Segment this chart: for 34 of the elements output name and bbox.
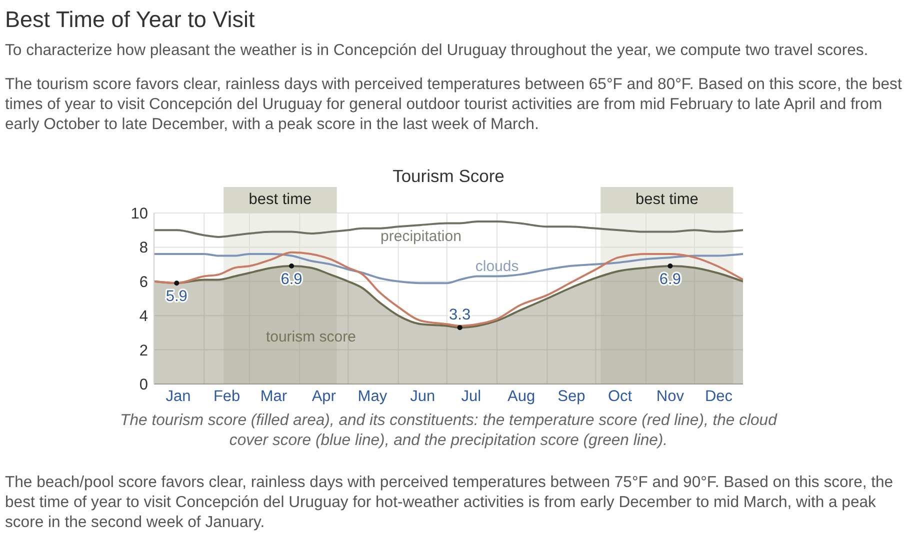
x-tick-label: Jul — [461, 388, 482, 406]
x-tick-label: Jun — [410, 388, 436, 406]
text: Best Time of Year to Visit — [5, 6, 256, 34]
y-tick-label: 4 — [139, 308, 148, 326]
band-label: best time — [248, 191, 312, 208]
y-tick-label: 2 — [139, 342, 148, 360]
x-tick-label: Sep — [558, 388, 586, 406]
x-tick-label: Oct — [608, 388, 633, 406]
text: To characterize how pleasant the weather is in Concepción del Uruguay throughout the year, we compute two travel scores. — [5, 41, 870, 61]
series-label: clouds — [475, 258, 519, 276]
annotation: 6.9 — [280, 271, 302, 288]
x-tick-label: Dec — [704, 388, 733, 406]
x-tick-label: Feb — [213, 388, 240, 406]
x-tick-label: Jan — [166, 388, 191, 406]
x-tick-label: May — [358, 388, 388, 406]
band-label: best time — [636, 191, 698, 208]
x-tick-label: Aug — [508, 388, 536, 406]
annotation: 6.9 — [659, 271, 681, 288]
x-tick-label: Mar — [260, 388, 288, 406]
annotation: 5.9 — [166, 288, 188, 306]
line-series — [154, 253, 743, 284]
y-tick-label: 10 — [130, 206, 148, 223]
series-label: precipitation — [380, 228, 462, 245]
annotation: 3.3 — [449, 306, 471, 324]
x-tick-label: Apr — [312, 388, 336, 406]
x-tick-label: Nov — [656, 388, 684, 406]
chart-title: Tourism Score — [392, 165, 506, 187]
text: The tourism score (filled area), and its constituents: the temperature score (red line), the cloud cover score (blue line), and the precipitation score (green line). — [120, 411, 777, 451]
text: The beach/pool score favors clear, rainless days with perceived temperatures between 75°F and 90°F. Based on this score, the best time of year to visit Concepción del Uruguay for hot-weather activities is from early December to mid March, with a peak score in the second week of January. — [5, 473, 894, 533]
y-tick-label: 8 — [139, 240, 148, 257]
series-label: tourism score — [266, 328, 356, 346]
y-tick-label: 0 — [139, 376, 148, 394]
text: The tourism score favors clear, rainless days with perceived temperatures between 65°F and 80°F. Based on this score, the best times of year to visit Concepción del Uruguay for general outdoor tourist activities are from mid February to late April and from early October to late December, with a peak score in the last week of March. — [5, 75, 902, 135]
y-tick-label: 6 — [139, 274, 148, 291]
